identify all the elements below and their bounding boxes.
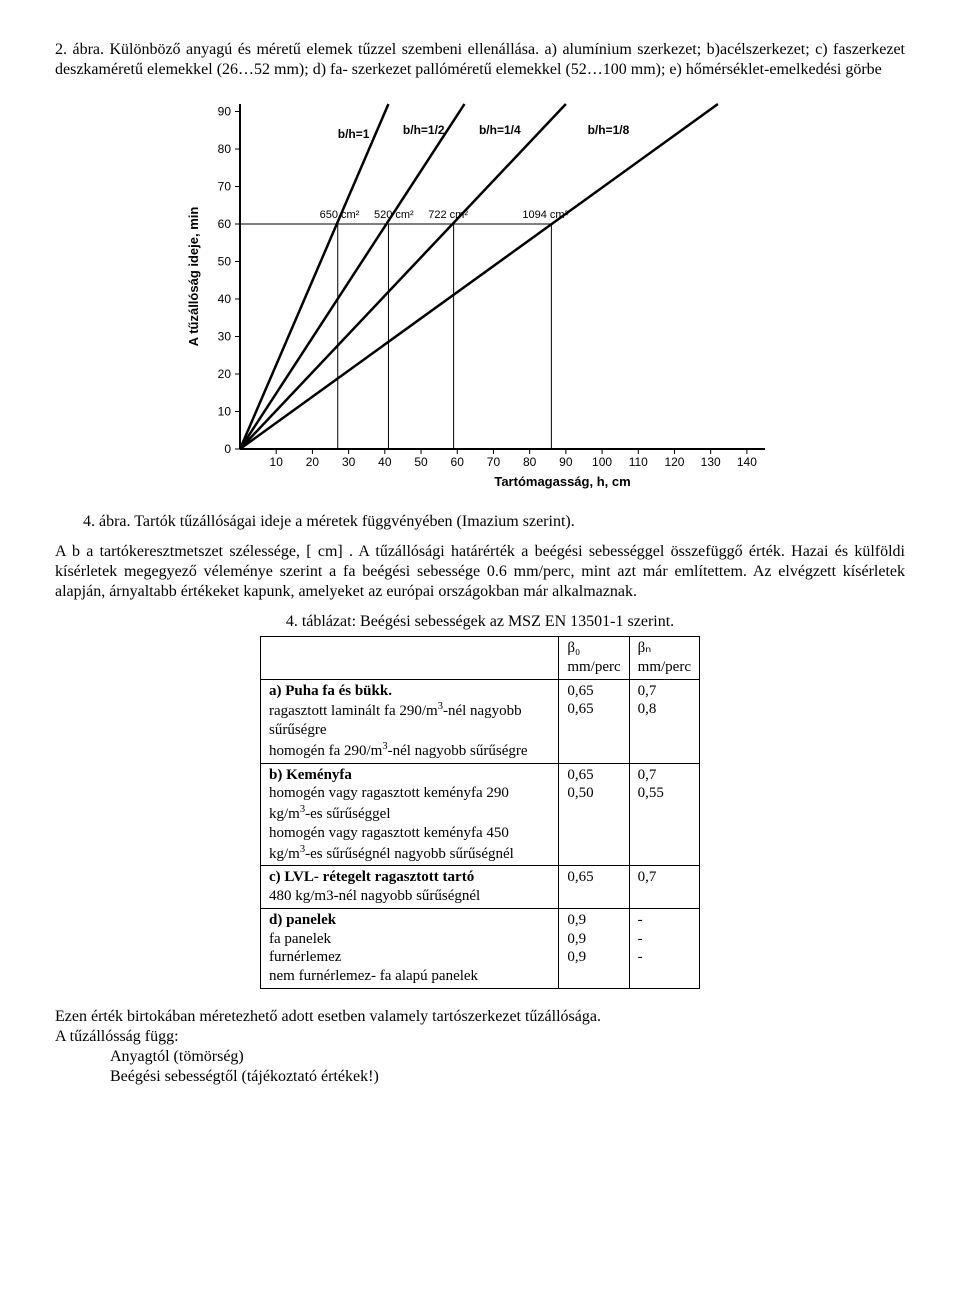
svg-text:b/h=1/2: b/h=1/2 <box>403 123 445 137</box>
svg-text:40: 40 <box>218 292 232 306</box>
row-label: c) LVL- rétegelt ragasztott tartó480 kg/… <box>261 866 559 909</box>
svg-text:120: 120 <box>664 455 684 469</box>
row-beta0: 0,65 <box>559 866 629 909</box>
svg-text:20: 20 <box>306 455 320 469</box>
svg-text:40: 40 <box>378 455 392 469</box>
row-label: b) Keményfahomogén vagy ragasztott kemén… <box>261 763 559 866</box>
table-row: b) Keményfahomogén vagy ragasztott kemén… <box>261 763 700 866</box>
svg-text:50: 50 <box>218 255 232 269</box>
tuzallosag-chart: 0 10 20 30 40 50 60 70 80 90 10 20 30 40 50 60 70 80 90 100… <box>180 94 780 494</box>
closing-block: Ezen érték birtokában méretezhető adott … <box>55 1007 905 1087</box>
svg-text:140: 140 <box>737 455 757 469</box>
row-beta0: 0,650,65 <box>559 679 629 763</box>
svg-text:60: 60 <box>218 217 232 231</box>
row-label: a) Puha fa és bükk.ragasztott laminált f… <box>261 679 559 763</box>
svg-text:A tűzállóság ideje, min: A tűzállóság ideje, min <box>186 207 201 347</box>
body-paragraph: A b a tartókeresztmetszet szélessége, [ … <box>55 542 905 602</box>
figure4-caption: 4. ábra. Tartók tűzállóságai ideje a mér… <box>55 512 905 532</box>
svg-text:30: 30 <box>218 330 232 344</box>
svg-text:b/h=1: b/h=1 <box>338 127 370 141</box>
table-body: a) Puha fa és bükk.ragasztott laminált f… <box>261 679 700 988</box>
svg-text:520 cm²: 520 cm² <box>374 209 414 221</box>
svg-text:90: 90 <box>559 455 573 469</box>
svg-text:100: 100 <box>592 455 612 469</box>
closing-line-1: Ezen érték birtokában méretezhető adott … <box>55 1007 905 1027</box>
row-betan: --- <box>629 908 699 988</box>
table-row: c) LVL- rétegelt ragasztott tartó480 kg/… <box>261 866 700 909</box>
svg-text:b/h=1/4: b/h=1/4 <box>479 123 521 137</box>
chart-container: 0 10 20 30 40 50 60 70 80 90 10 20 30 40 50 60 70 80 90 100… <box>55 94 905 494</box>
svg-text:90: 90 <box>218 105 232 119</box>
figure2-caption: 2. ábra. Különböző anyagú és méretű elem… <box>55 40 905 80</box>
row-betan: 0,70,55 <box>629 763 699 866</box>
svg-text:b/h=1/8: b/h=1/8 <box>588 123 630 137</box>
table-header-betan: βₙmm/perc <box>629 637 699 680</box>
row-label: d) panelekfa panelekfurnérlemeznem furné… <box>261 908 559 988</box>
svg-text:0: 0 <box>224 442 231 456</box>
beegesi-sebesseg-table: β₀mm/perc βₙmm/perc a) Puha fa és bükk.r… <box>260 636 700 989</box>
table-row: d) panelekfa panelekfurnérlemeznem furné… <box>261 908 700 988</box>
svg-text:10: 10 <box>270 455 284 469</box>
table-row: a) Puha fa és bükk.ragasztott laminált f… <box>261 679 700 763</box>
table-header-row: β₀mm/perc βₙmm/perc <box>261 637 700 680</box>
closing-line-4: Beégési sebességtől (tájékoztató értékek… <box>55 1067 905 1087</box>
row-beta0: 0,650,50 <box>559 763 629 866</box>
svg-text:30: 30 <box>342 455 356 469</box>
svg-text:10: 10 <box>218 405 232 419</box>
svg-text:Tartómagasság, h, cm: Tartómagasság, h, cm <box>494 474 630 489</box>
svg-text:130: 130 <box>701 455 721 469</box>
svg-text:70: 70 <box>487 455 501 469</box>
row-betan: 0,7 <box>629 866 699 909</box>
svg-text:60: 60 <box>451 455 465 469</box>
table-header-empty <box>261 637 559 680</box>
svg-text:70: 70 <box>218 180 232 194</box>
svg-text:650 cm²: 650 cm² <box>320 209 360 221</box>
closing-line-2: A tűzállósság függ: <box>55 1027 905 1047</box>
closing-line-3: Anyagtól (tömörség) <box>55 1047 905 1067</box>
table-header-beta0: β₀mm/perc <box>559 637 629 680</box>
svg-text:50: 50 <box>414 455 428 469</box>
svg-text:110: 110 <box>629 455 648 469</box>
row-betan: 0,70,8 <box>629 679 699 763</box>
row-beta0: 0,90,90,9 <box>559 908 629 988</box>
svg-text:20: 20 <box>218 367 232 381</box>
svg-text:80: 80 <box>523 455 537 469</box>
table4-caption: 4. táblázat: Beégési sebességek az MSZ E… <box>55 612 905 632</box>
svg-text:80: 80 <box>218 142 232 156</box>
svg-text:1094 cm²: 1094 cm² <box>522 209 568 221</box>
svg-text:722 cm²: 722 cm² <box>428 209 468 221</box>
